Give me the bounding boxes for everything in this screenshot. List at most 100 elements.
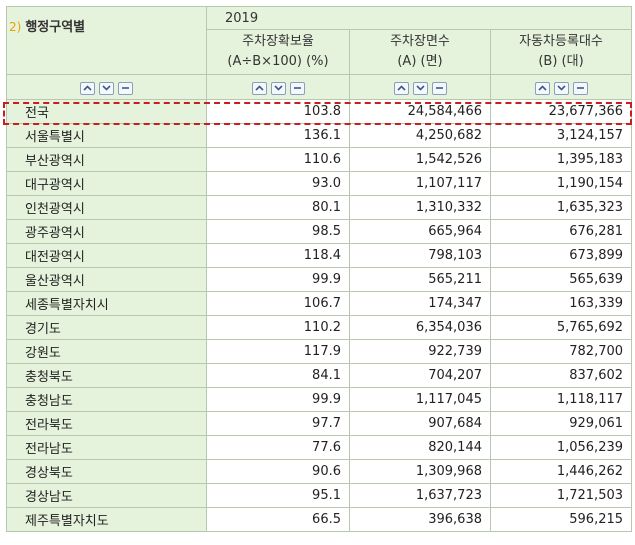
chevron-down-icon bbox=[273, 85, 283, 91]
spaces-cell: 1,107,117 bbox=[349, 171, 491, 196]
table-row: 경기도 110.2 6,354,036 5,765,692 bbox=[6, 315, 633, 340]
chevron-up-icon bbox=[537, 85, 547, 91]
table-row: 충청북도 84.1 704,207 837,602 bbox=[6, 363, 633, 388]
spaces-cell: 396,638 bbox=[349, 507, 491, 532]
region-name: 전라북도 bbox=[6, 411, 207, 436]
ratio-cell: 84.1 bbox=[206, 363, 350, 388]
table-row: 세종특별자치시 106.7 174,347 163,339 bbox=[6, 291, 633, 316]
minus-icon bbox=[122, 87, 129, 89]
collapse-button[interactable] bbox=[572, 81, 588, 95]
sort-up-button[interactable] bbox=[393, 81, 409, 95]
ratio-cell: 99.9 bbox=[206, 387, 350, 412]
ratio-cell: 98.5 bbox=[206, 219, 350, 244]
year-header: 2019 bbox=[205, 6, 633, 30]
ratio-cell: 95.1 bbox=[206, 483, 350, 508]
minus-icon bbox=[576, 87, 584, 89]
ratio-cell: 118.4 bbox=[206, 243, 350, 268]
table-row: 광주광역시 98.5 665,964 676,281 bbox=[6, 219, 633, 244]
spaces-cell: 6,354,036 bbox=[349, 315, 491, 340]
table-row: 전라남도 77.6 820,144 1,056,239 bbox=[6, 435, 633, 460]
sort-down-button[interactable] bbox=[553, 81, 569, 95]
chevron-down-icon bbox=[102, 85, 111, 91]
sort-up-button[interactable] bbox=[80, 81, 95, 95]
ratio-cell: 90.6 bbox=[206, 459, 350, 484]
sort-down-button[interactable] bbox=[99, 81, 114, 95]
minus-icon bbox=[435, 87, 443, 89]
spaces-cell: 922,739 bbox=[349, 339, 491, 364]
column-header-sub: (A) (면) bbox=[397, 54, 443, 69]
cars-cell: 1,395,183 bbox=[489, 147, 633, 172]
dimension-label: 행정구역별 bbox=[25, 20, 86, 35]
table-row: 울산광역시 99.9 565,211 565,639 bbox=[6, 267, 633, 292]
cars-cell: 676,281 bbox=[489, 219, 633, 244]
cars-cell: 5,765,692 bbox=[489, 315, 633, 340]
collapse-button[interactable] bbox=[118, 81, 133, 95]
region-name: 경상남도 bbox=[6, 483, 207, 508]
region-name: 전라남도 bbox=[6, 435, 207, 460]
chevron-down-icon bbox=[415, 85, 425, 91]
cars-cell: 782,700 bbox=[489, 339, 633, 364]
collapse-button[interactable] bbox=[431, 81, 447, 95]
table-row: 경상북도 90.6 1,309,968 1,446,262 bbox=[6, 459, 633, 484]
column-header-spaces[interactable]: 주차장면수 (A) (면) bbox=[349, 29, 491, 75]
minus-icon bbox=[293, 87, 301, 89]
table-row: 대전광역시 118.4 798,103 673,899 bbox=[6, 243, 633, 268]
table-row: 전라북도 97.7 907,684 929,061 bbox=[6, 411, 633, 436]
chevron-up-icon bbox=[83, 85, 92, 91]
sort-down-button[interactable] bbox=[270, 81, 286, 95]
region-name: 인천광역시 bbox=[6, 195, 207, 220]
table-row: 부산광역시 110.6 1,542,526 1,395,183 bbox=[6, 147, 633, 172]
column-header-label: 주차장확보율 bbox=[242, 34, 314, 49]
region-name: 세종특별자치시 bbox=[6, 291, 207, 316]
ratio-cell: 136.1 bbox=[206, 123, 350, 148]
column-header-label: 주차장면수 bbox=[390, 34, 450, 49]
table-row: 대구광역시 93.0 1,107,117 1,190,154 bbox=[6, 171, 633, 196]
cars-cell: 1,721,503 bbox=[489, 483, 633, 508]
dimension-number: 2) bbox=[9, 20, 22, 34]
sort-controls-spaces bbox=[349, 74, 491, 100]
spaces-cell: 907,684 bbox=[349, 411, 491, 436]
row-dimension-header[interactable]: 2) 행정구역별 bbox=[6, 6, 207, 75]
spaces-cell: 1,309,968 bbox=[349, 459, 491, 484]
region-name: 서울특별시 bbox=[6, 123, 207, 148]
column-header-sub: (A÷B×100) (%) bbox=[227, 54, 329, 69]
spaces-cell: 565,211 bbox=[349, 267, 491, 292]
column-header-ratio[interactable]: 주차장확보율 (A÷B×100) (%) bbox=[206, 29, 350, 75]
region-name: 충청남도 bbox=[6, 387, 207, 412]
chevron-up-icon bbox=[254, 85, 264, 91]
sort-up-button[interactable] bbox=[534, 81, 550, 95]
spaces-cell: 4,250,682 bbox=[349, 123, 491, 148]
cars-cell: 1,118,117 bbox=[489, 387, 633, 412]
ratio-cell: 93.0 bbox=[206, 171, 350, 196]
cars-cell: 3,124,157 bbox=[489, 123, 633, 148]
ratio-cell: 117.9 bbox=[206, 339, 350, 364]
region-name: 울산광역시 bbox=[6, 267, 207, 292]
region-name: 전국 bbox=[6, 99, 207, 124]
table-row: 전국 103.8 24,584,466 23,677,366 bbox=[6, 99, 633, 124]
region-name: 부산광역시 bbox=[6, 147, 207, 172]
sort-down-button[interactable] bbox=[412, 81, 428, 95]
region-name: 광주광역시 bbox=[6, 219, 207, 244]
collapse-button[interactable] bbox=[289, 81, 305, 95]
ratio-cell: 77.6 bbox=[206, 435, 350, 460]
ratio-cell: 110.2 bbox=[206, 315, 350, 340]
spaces-cell: 1,542,526 bbox=[349, 147, 491, 172]
table-row: 서울특별시 136.1 4,250,682 3,124,157 bbox=[6, 123, 633, 148]
cars-cell: 565,639 bbox=[489, 267, 633, 292]
chevron-up-icon bbox=[396, 85, 406, 91]
region-name: 제주특별자치도 bbox=[6, 507, 207, 532]
spaces-cell: 24,584,466 bbox=[349, 99, 491, 124]
sort-up-button[interactable] bbox=[251, 81, 267, 95]
spaces-cell: 820,144 bbox=[349, 435, 491, 460]
column-header-label: 자동차등록대수 bbox=[519, 34, 603, 49]
region-name: 대구광역시 bbox=[6, 171, 207, 196]
cars-cell: 163,339 bbox=[489, 291, 633, 316]
cars-cell: 673,899 bbox=[489, 243, 633, 268]
spaces-cell: 1,310,332 bbox=[349, 195, 491, 220]
cars-cell: 1,635,323 bbox=[489, 195, 633, 220]
table-row: 인천광역시 80.1 1,310,332 1,635,323 bbox=[6, 195, 633, 220]
table-row: 충청남도 99.9 1,117,045 1,118,117 bbox=[6, 387, 633, 412]
spaces-cell: 1,117,045 bbox=[349, 387, 491, 412]
column-header-cars[interactable]: 자동차등록대수 (B) (대) bbox=[489, 29, 633, 75]
